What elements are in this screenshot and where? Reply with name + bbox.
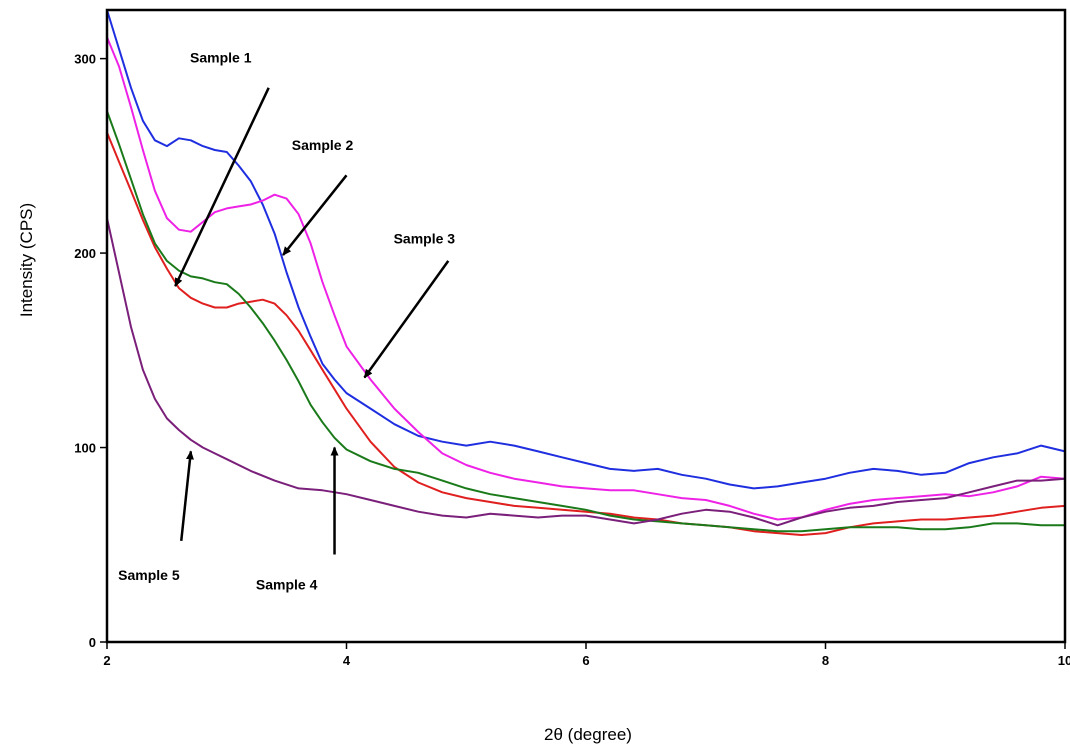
series-line-2 <box>106 36 1066 521</box>
x-axis-title: 2θ (degree) <box>544 725 632 744</box>
annotation-sample-5: Sample 5 <box>118 450 194 583</box>
y-tick-label: 100 <box>74 441 96 456</box>
annotation-label: Sample 1 <box>190 50 252 66</box>
annotation-label: Sample 3 <box>394 230 456 246</box>
x-tick-label: 2 <box>103 653 110 668</box>
annotation-sample-4: Sample 4 <box>256 446 339 592</box>
series-line-3 <box>106 132 1066 536</box>
y-tick-label: 300 <box>74 52 96 67</box>
plot-frame <box>105 8 1067 644</box>
y-tick-label: 200 <box>74 246 96 261</box>
y-axis-title: Intensity (CPS) <box>17 203 36 317</box>
x-tick-label: 10 <box>1058 653 1070 668</box>
annotation-sample-2: Sample 2 <box>282 137 354 256</box>
series-line-1 <box>106 9 1066 490</box>
x-tick-label: 8 <box>822 653 829 668</box>
y-tick-label: 0 <box>89 635 96 650</box>
annotation-arrow <box>180 450 194 542</box>
annotation-label: Sample 2 <box>292 137 354 153</box>
annotations: Sample 1 Sample 2 Sample 3 Sample 4 Sample 5 <box>118 50 455 593</box>
annotation-label: Sample 5 <box>118 567 180 583</box>
annotation-sample-1: Sample 1 <box>174 50 270 288</box>
series-line-5 <box>106 217 1066 527</box>
x-tick-label: 4 <box>343 653 351 668</box>
annotation-arrow <box>363 260 450 379</box>
annotation-arrow <box>174 87 270 288</box>
annotation-sample-3: Sample 3 <box>363 230 456 379</box>
series-lines <box>106 9 1066 536</box>
x-axis-ticks: 2 4 6 8 10 <box>103 642 1070 668</box>
x-tick-label: 6 <box>582 653 589 668</box>
y-axis-ticks: 0 100 200 300 <box>74 52 107 650</box>
annotation-label: Sample 4 <box>256 576 318 592</box>
series-line-4 <box>106 110 1065 533</box>
annotation-arrow <box>282 174 348 256</box>
